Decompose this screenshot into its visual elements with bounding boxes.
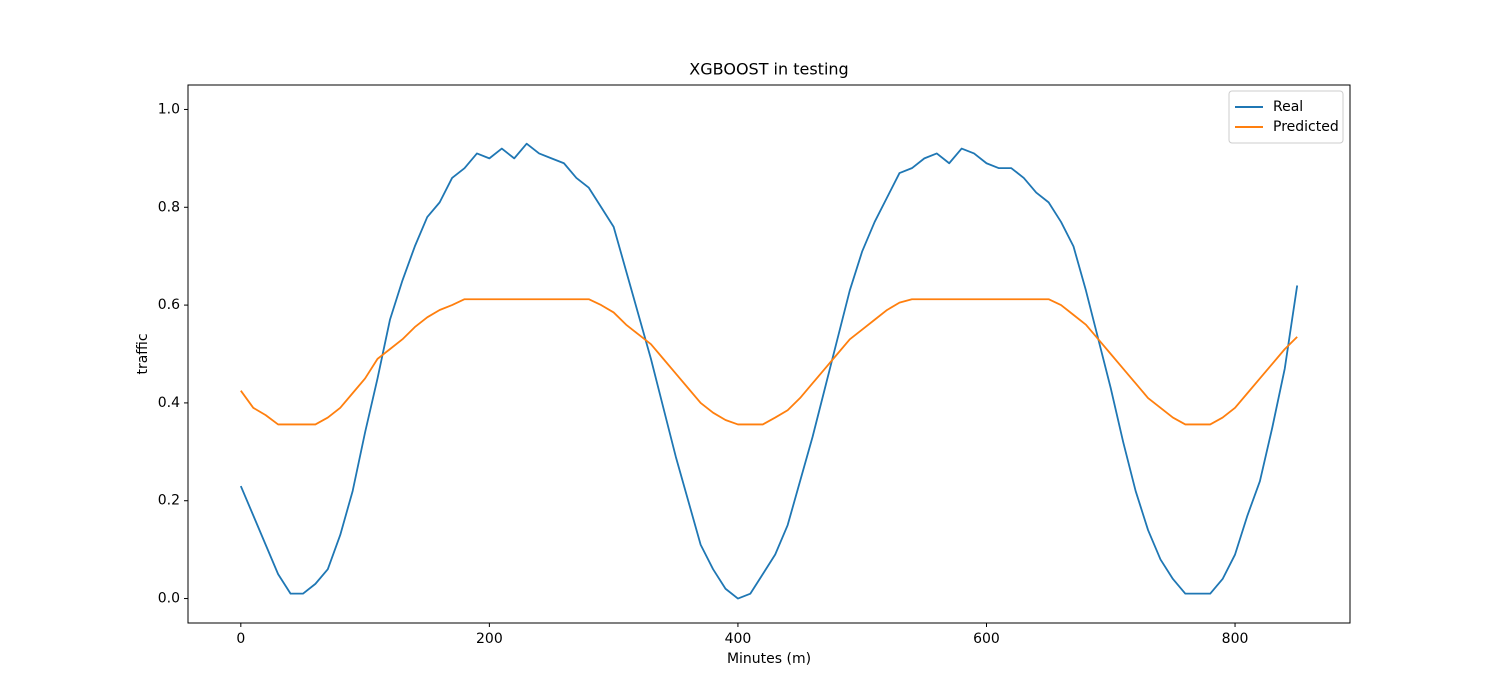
legend-label: Predicted	[1273, 119, 1339, 135]
data-line	[240, 298, 1298, 426]
y-tick-label: 0.8	[158, 199, 180, 215]
y-axis-label: traffic	[135, 333, 151, 374]
legend-box	[1228, 90, 1344, 144]
y-tick-label: 1.0	[158, 101, 180, 117]
x-tick-label: 200	[476, 631, 503, 647]
plot-frame	[187, 84, 1351, 624]
y-tick-label: 0.4	[158, 395, 180, 411]
y-tick-label: 0.2	[158, 493, 180, 509]
x-tick-label: 800	[1222, 631, 1249, 647]
x-tick-label: 600	[973, 631, 1000, 647]
y-tick-label: 0.0	[158, 591, 180, 607]
chart-title: XGBOOST in testing	[689, 60, 848, 79]
data-line	[239, 142, 1299, 600]
y-tick-label: 0.6	[158, 297, 180, 313]
x-tick-label: 0	[236, 631, 245, 647]
x-tick-label: 400	[725, 631, 752, 647]
x-axis-label: Minutes (m)	[727, 651, 811, 667]
legend-label: Real	[1273, 99, 1303, 115]
